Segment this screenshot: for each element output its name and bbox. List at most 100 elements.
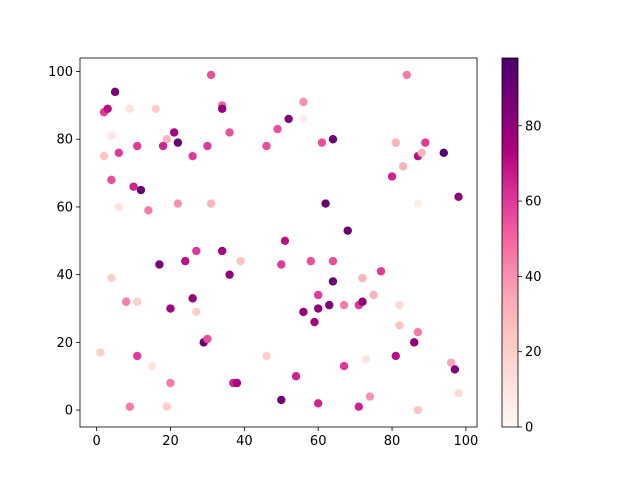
point — [232, 378, 242, 388]
y-tick-label: 60 — [56, 200, 73, 215]
point — [133, 297, 142, 306]
x-tick-label: 20 — [162, 434, 179, 449]
point — [325, 300, 334, 310]
y-tick-label: 20 — [56, 336, 73, 351]
colorbar-tick-label: 60 — [525, 195, 542, 210]
point — [306, 256, 316, 266]
point — [107, 273, 116, 283]
point — [236, 256, 245, 266]
y-tick-label: 80 — [56, 133, 73, 148]
point — [273, 124, 282, 134]
point — [328, 135, 338, 144]
point — [413, 328, 423, 337]
x-tick-label: 100 — [454, 434, 479, 449]
point — [391, 138, 400, 147]
colorbar-tick-label: 0 — [525, 421, 533, 436]
point — [206, 199, 216, 208]
point — [96, 348, 105, 357]
point — [125, 104, 135, 113]
point — [99, 151, 109, 161]
point — [107, 175, 116, 185]
point — [136, 185, 146, 195]
point — [413, 405, 423, 415]
point — [398, 162, 408, 171]
point — [328, 277, 338, 286]
point — [387, 172, 397, 181]
point — [129, 182, 138, 191]
point — [173, 199, 183, 208]
point — [147, 361, 157, 371]
point — [362, 355, 371, 364]
x-tick-label: 0 — [92, 434, 100, 449]
point — [277, 260, 286, 269]
point — [358, 297, 367, 306]
point — [162, 402, 171, 411]
point — [413, 199, 423, 208]
point — [133, 141, 142, 151]
point — [391, 351, 400, 361]
point — [439, 148, 448, 157]
x-tick-label: 40 — [236, 434, 253, 449]
colorbar-tick-label: 20 — [525, 345, 542, 360]
colorbar-tick-label: 80 — [525, 119, 542, 134]
point — [192, 307, 201, 317]
point — [358, 273, 367, 283]
x-tick-label: 60 — [310, 434, 327, 449]
point — [299, 97, 308, 107]
point — [155, 260, 164, 269]
point — [217, 246, 227, 256]
point — [103, 104, 112, 113]
point — [299, 307, 308, 317]
point — [321, 199, 330, 208]
point — [188, 294, 197, 303]
point — [114, 202, 123, 212]
point — [166, 378, 175, 388]
y-tick-label: 40 — [56, 268, 73, 283]
axes-frame — [79, 57, 478, 428]
point — [339, 300, 349, 310]
point — [369, 290, 378, 300]
point — [310, 317, 319, 327]
point — [454, 192, 463, 201]
point — [314, 304, 323, 313]
point — [299, 114, 308, 124]
point — [203, 141, 212, 151]
point — [395, 321, 404, 330]
point — [225, 128, 234, 137]
point — [277, 395, 286, 405]
point — [421, 138, 430, 147]
point — [314, 399, 323, 408]
point — [343, 226, 352, 235]
point — [162, 135, 171, 144]
point — [217, 104, 227, 113]
point — [446, 358, 456, 367]
point — [225, 270, 234, 279]
point — [206, 70, 216, 80]
point — [317, 138, 327, 147]
y-tick-label: 100 — [48, 65, 73, 80]
point — [110, 87, 120, 97]
point — [280, 236, 290, 246]
y-tick-label: 0 — [65, 404, 73, 419]
point — [121, 297, 131, 306]
point — [169, 128, 179, 137]
colorbar-tick-label: 40 — [525, 270, 542, 285]
point — [144, 206, 153, 215]
colorbar — [501, 57, 519, 428]
point — [173, 138, 183, 147]
point — [107, 131, 116, 141]
point — [450, 365, 460, 374]
point — [417, 148, 426, 157]
point — [339, 361, 349, 371]
point — [133, 351, 142, 361]
point — [454, 388, 463, 398]
point — [158, 141, 168, 151]
point — [284, 114, 293, 124]
x-tick-label: 80 — [384, 434, 401, 449]
point — [125, 402, 135, 411]
point — [291, 372, 301, 381]
point — [181, 256, 190, 266]
point — [203, 334, 212, 344]
